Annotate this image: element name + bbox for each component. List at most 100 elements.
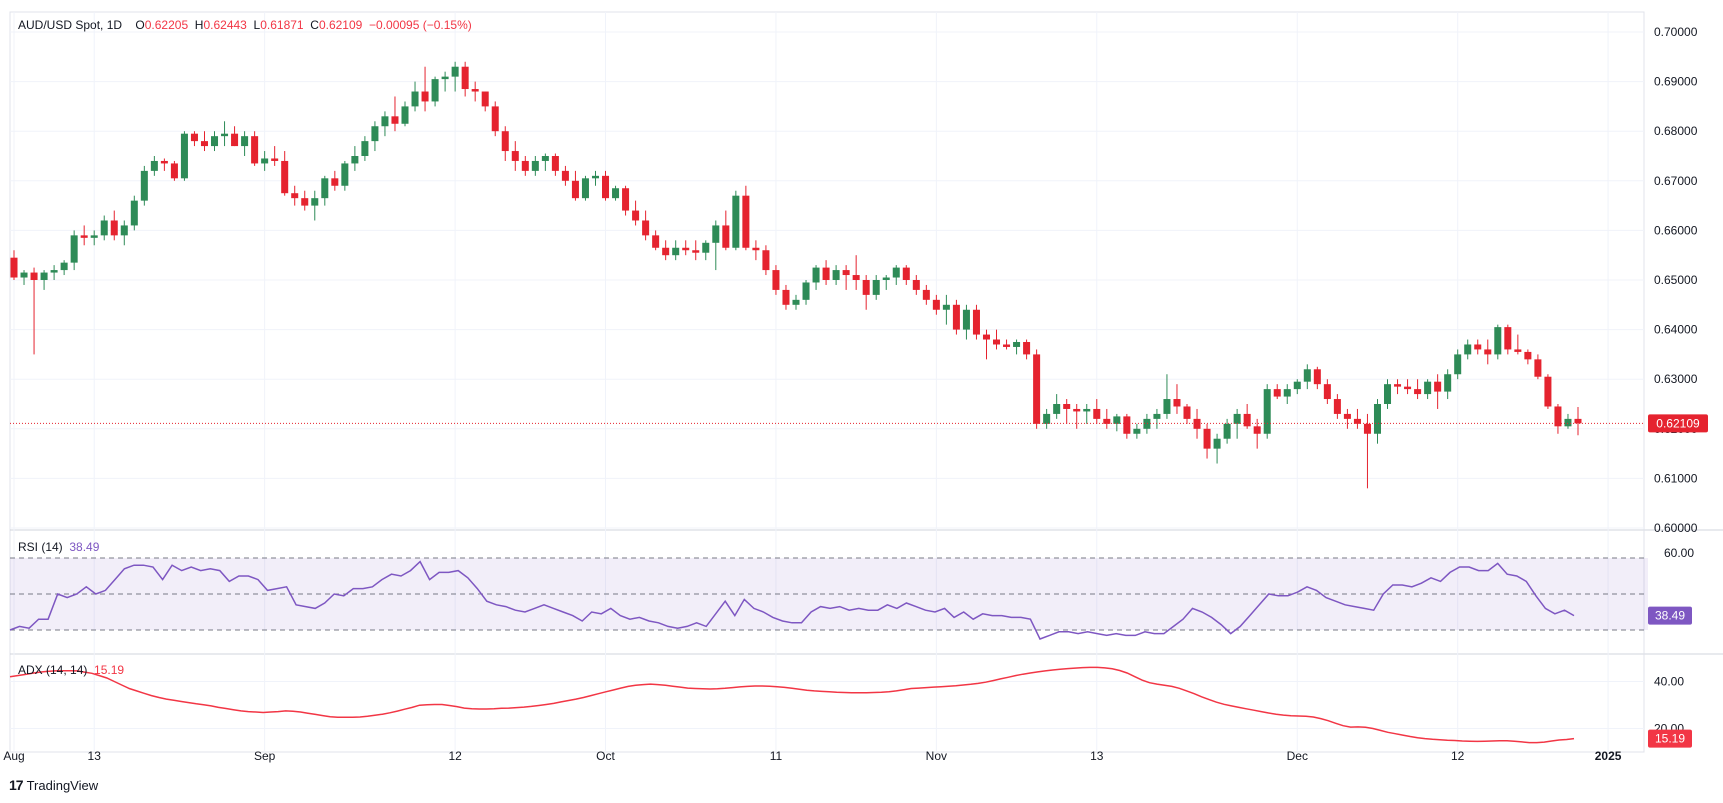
candle-body [642, 220, 650, 236]
open-label: O [135, 18, 145, 32]
adx-value-tag-label: 15.19 [1655, 732, 1685, 746]
candle-body [321, 178, 329, 199]
time-tick-label: Dec [1287, 749, 1308, 763]
candle-body [1143, 418, 1151, 429]
candle-body [341, 163, 349, 186]
adx-line [9, 666, 1575, 744]
candle-body [622, 188, 630, 211]
candle-body [50, 270, 58, 273]
symbol-title: AUD/USD Spot, 1D [18, 18, 123, 32]
candle-body [140, 170, 148, 201]
candle-body [752, 247, 760, 251]
candle-body [130, 200, 138, 226]
candle-body [401, 106, 409, 124]
low-value: 0.61871 [260, 18, 304, 32]
time-tick-label: 11 [770, 749, 783, 763]
candle-body [391, 116, 399, 124]
candle-body [882, 277, 890, 280]
candle-body [1474, 344, 1482, 350]
candle-body [912, 280, 920, 290]
candle-body [381, 116, 389, 127]
candle-body [792, 299, 800, 305]
candle-body [1434, 381, 1442, 392]
candle-body [1504, 327, 1512, 350]
change-value: −0.00095 (−0.15%) [369, 18, 472, 32]
candle-body [491, 106, 499, 132]
rsi-pane: 60.00 38.49 [9, 546, 1694, 640]
candle-body [1243, 413, 1251, 427]
candle-body [1514, 349, 1522, 352]
candle-body [772, 270, 780, 290]
grid-lines [9, 11, 1723, 753]
candle-body [1253, 426, 1261, 434]
candle-body [281, 160, 289, 194]
candle-body [812, 267, 820, 283]
candle-body [471, 89, 479, 92]
candle-body [591, 175, 599, 179]
candle-body [962, 309, 970, 330]
candle-body [822, 267, 830, 280]
candle-body [862, 280, 870, 295]
candle-body [150, 160, 158, 171]
symbol-legend: AUD/USD Spot, 1D O0.62205 H0.62443 L0.61… [18, 18, 472, 32]
candle-body [211, 136, 219, 147]
time-axis: Aug13Sep12Oct11Nov13Dec12202513Feb13Mar1 [3, 749, 1622, 763]
tradingview-brand[interactable]: 17 TradingView [9, 777, 98, 793]
candle-body [1003, 344, 1011, 347]
price-tick-label: 0.61000 [1654, 471, 1698, 485]
candle-body [1073, 408, 1081, 412]
price-axis: 0.70000 0.69000 0.68000 0.67000 0.66000 0.650… [1654, 25, 1698, 535]
candle-body [852, 275, 860, 280]
candle-body [672, 247, 680, 256]
candle-body [1454, 354, 1462, 375]
high-value: 0.62443 [203, 18, 247, 32]
candle-body [1283, 389, 1291, 397]
candle-body [501, 131, 509, 152]
price-tick-label: 0.67000 [1654, 174, 1698, 188]
candle-body [431, 79, 439, 102]
rsi-value: 38.49 [69, 540, 100, 554]
candle-body [1153, 413, 1161, 419]
candle-body [251, 136, 259, 164]
candle-body [160, 160, 168, 164]
candle-body [361, 141, 369, 156]
candle-body [1223, 423, 1231, 439]
candle-body [972, 309, 980, 335]
candle-body [531, 160, 539, 171]
last-price-label: 0.62109 [1656, 416, 1700, 430]
time-tick-label: Sep [254, 749, 276, 763]
candle-body [301, 198, 309, 206]
candle-body [120, 225, 128, 236]
candle-body [60, 262, 68, 271]
rsi-tick-label: 60.00 [1664, 546, 1694, 560]
candle-body [561, 170, 569, 181]
candle-body [200, 141, 208, 147]
candle-body [70, 235, 78, 263]
time-tick-label: 13 [1090, 749, 1104, 763]
candle-body [40, 272, 48, 280]
low-label: L [253, 18, 261, 32]
candle-body [872, 280, 880, 295]
candle-body [1424, 381, 1432, 395]
candle-body [371, 126, 379, 142]
candle-body [581, 178, 589, 199]
candle-body [1193, 418, 1201, 429]
price-tick-label: 0.63000 [1654, 372, 1698, 386]
candle-body [902, 267, 910, 280]
candle-body [80, 235, 88, 238]
candle-body [451, 66, 459, 77]
candle-body [1373, 404, 1381, 434]
candle-body [982, 334, 990, 340]
candle-body [551, 156, 559, 171]
time-tick-label: 12 [1451, 749, 1465, 763]
time-tick-label: 2025 [1595, 749, 1622, 763]
candle-body [1564, 418, 1572, 427]
rsi-value-tag [1648, 606, 1692, 625]
adx-legend: ADX (14, 14) 15.19 [18, 663, 124, 677]
candle-body [261, 158, 269, 164]
candle-body [1574, 418, 1582, 424]
candle-body [241, 136, 249, 147]
candle-body [922, 289, 930, 300]
close-label: C [310, 18, 319, 32]
